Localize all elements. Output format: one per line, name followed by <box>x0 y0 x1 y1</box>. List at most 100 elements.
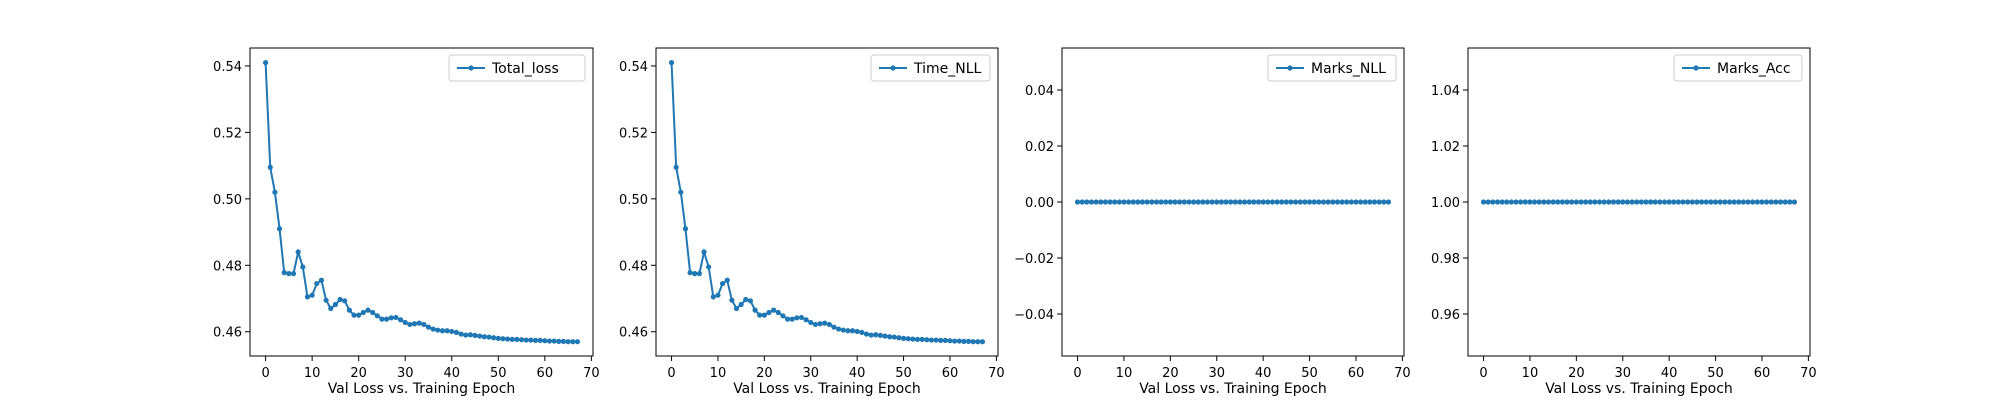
legend: Total_loss <box>448 54 586 82</box>
series-line <box>670 62 983 343</box>
data-point <box>1569 199 1575 205</box>
data-point <box>775 309 781 316</box>
data-point <box>1302 199 1308 205</box>
data-point <box>1657 199 1663 205</box>
data-point <box>1348 199 1354 205</box>
data-point <box>1550 199 1556 205</box>
data-point <box>1306 199 1313 205</box>
data-point <box>1508 199 1514 205</box>
data-point <box>1685 199 1691 205</box>
data-point <box>1172 199 1178 205</box>
data-point <box>1675 199 1682 205</box>
data-point <box>411 321 418 327</box>
data-point <box>1084 199 1090 205</box>
data-point <box>687 270 693 276</box>
data-point <box>1490 199 1496 205</box>
data-point <box>836 326 842 332</box>
data-point <box>421 321 427 328</box>
data-point <box>692 271 698 277</box>
data-point <box>826 321 832 328</box>
y-tick-label: 0.52 <box>619 126 648 141</box>
data-point <box>309 292 315 298</box>
data-point <box>1620 199 1626 205</box>
y-tick-label: 0.46 <box>619 326 648 341</box>
data-point <box>1754 199 1760 205</box>
data-point <box>956 338 962 344</box>
data-point <box>1376 199 1382 205</box>
x-tick-label: 40 <box>443 366 460 381</box>
legend: Time_NLL <box>870 54 991 82</box>
legend-box <box>448 54 586 82</box>
data-point <box>537 337 543 343</box>
x-tick-label: 30 <box>397 366 414 381</box>
data-point <box>1371 199 1378 205</box>
data-point <box>1353 199 1359 205</box>
data-point <box>1610 199 1617 205</box>
data-point <box>928 337 935 343</box>
data-point <box>546 338 553 344</box>
data-point <box>430 326 436 332</box>
data-point <box>1745 199 1751 205</box>
data-point <box>323 297 329 303</box>
data-point <box>1339 199 1345 205</box>
data-point <box>1158 199 1164 205</box>
data-point <box>379 316 385 322</box>
data-point <box>1768 199 1774 205</box>
data-point <box>1153 199 1160 205</box>
data-point <box>896 335 902 341</box>
y-tick-label: 0.96 <box>1431 308 1460 323</box>
data-point <box>1764 199 1770 205</box>
data-point <box>1181 199 1187 205</box>
data-point <box>439 328 446 334</box>
data-point <box>556 338 562 344</box>
data-point <box>1787 199 1793 205</box>
x-tick-label: 60 <box>1348 366 1365 381</box>
data-point <box>290 271 297 277</box>
data-point <box>332 301 339 308</box>
data-point <box>1297 199 1303 205</box>
x-tick-label: 20 <box>1568 366 1585 381</box>
data-point <box>682 226 689 232</box>
data-point <box>574 339 581 345</box>
data-point <box>1624 199 1630 205</box>
data-point <box>970 339 976 345</box>
data-point <box>374 313 380 319</box>
data-point <box>1634 199 1640 205</box>
data-point <box>724 277 730 283</box>
data-point <box>882 333 888 339</box>
data-point <box>873 332 879 338</box>
data-point <box>1200 199 1206 205</box>
data-point <box>523 337 529 343</box>
data-point <box>710 294 716 300</box>
data-point <box>328 305 334 312</box>
data-point <box>342 298 348 304</box>
data-point <box>388 315 394 321</box>
data-point <box>1726 199 1733 205</box>
data-point <box>1283 199 1289 205</box>
data-point <box>267 164 273 170</box>
data-point <box>766 309 772 316</box>
data-point <box>1163 199 1169 205</box>
data-point <box>337 296 343 303</box>
data-point <box>738 301 744 308</box>
data-point <box>1522 199 1528 205</box>
x-axis-label: Val Loss vs. Training Epoch <box>1545 381 1733 397</box>
data-point <box>877 332 883 339</box>
data-point <box>1615 199 1621 205</box>
data-point <box>458 331 464 337</box>
data-point <box>933 337 939 343</box>
x-tick-label: 70 <box>1394 366 1411 381</box>
data-point <box>360 309 366 316</box>
data-point <box>449 328 455 335</box>
data-point <box>668 60 675 66</box>
y-tick-label: −0.04 <box>1014 308 1054 323</box>
x-tick-label: 70 <box>583 366 600 381</box>
data-point <box>1513 199 1519 205</box>
y-tick-label: 0.50 <box>213 193 242 208</box>
data-point <box>975 339 981 345</box>
data-point <box>924 337 930 343</box>
data-point <box>1344 199 1350 205</box>
data-point <box>1107 199 1113 205</box>
data-point <box>803 317 809 323</box>
data-point <box>444 328 450 334</box>
